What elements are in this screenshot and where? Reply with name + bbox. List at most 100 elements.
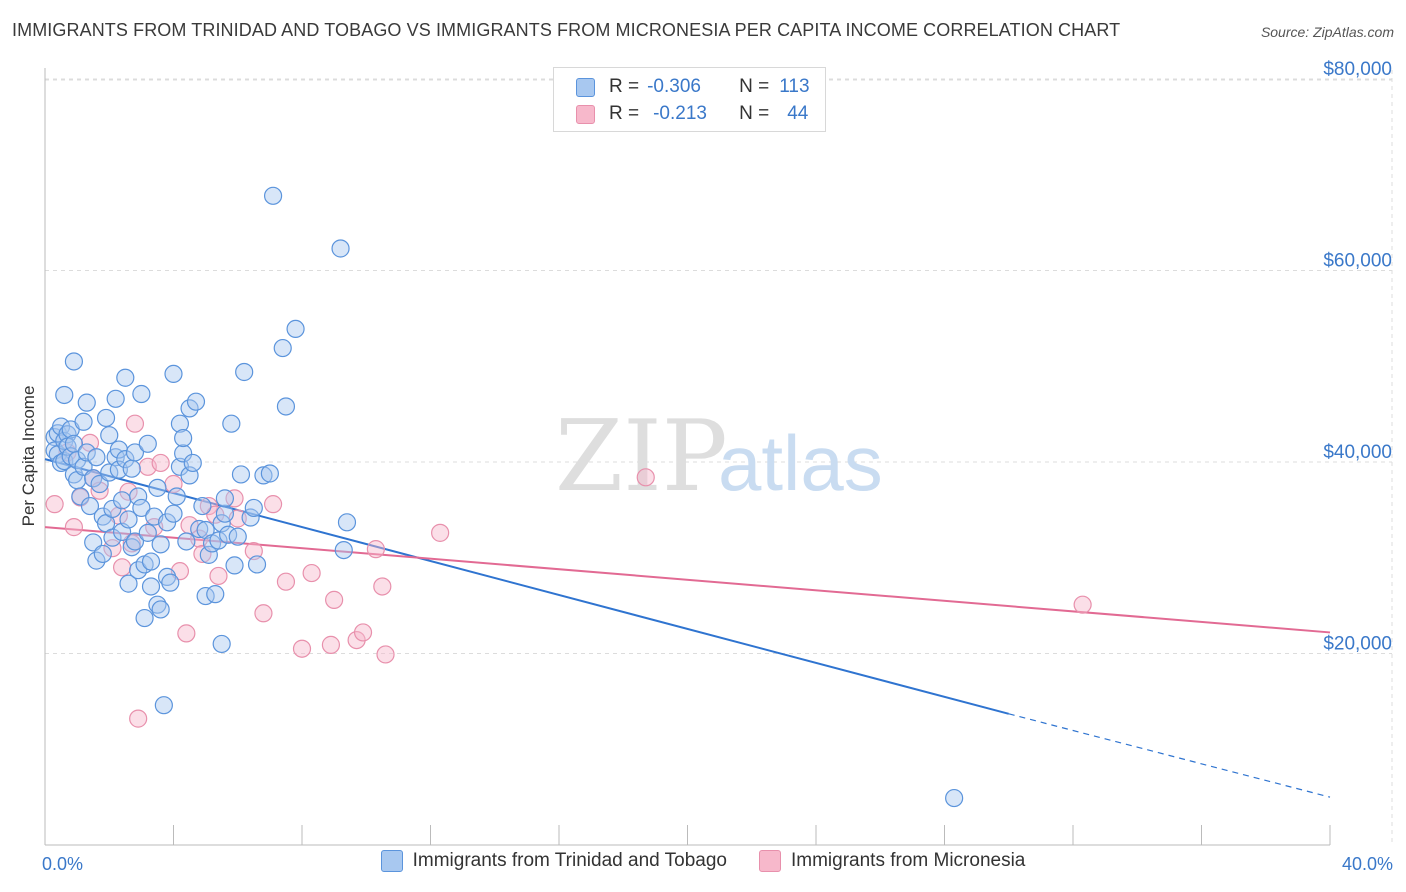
- micronesia-point: [177, 624, 196, 643]
- trinidad-point: [129, 487, 148, 506]
- trinidad-point: [212, 514, 231, 533]
- trinidad-point: [64, 352, 84, 371]
- micronesia-point: [209, 566, 228, 586]
- legend-label-trinidad: Immigrants from Trinidad and Tobago: [412, 850, 727, 871]
- trinidad-point: [331, 239, 350, 258]
- trinidad-point: [337, 513, 357, 532]
- trinidad-point: [215, 489, 234, 508]
- trinidad-point: [164, 364, 183, 384]
- trinidad-point: [119, 510, 138, 529]
- trinidad-point: [55, 385, 74, 405]
- x-tick-label: 0.0%: [42, 854, 83, 874]
- trinidad-point: [100, 426, 119, 445]
- trinidad-point: [74, 412, 93, 431]
- watermark-zip: ZIP: [555, 400, 728, 514]
- trinidad-point: [183, 453, 202, 473]
- trinidad-point: [945, 788, 964, 808]
- trinidad-point: [244, 498, 263, 518]
- trinidad-trend-extension: [1008, 713, 1331, 798]
- trinidad-point: [174, 428, 193, 448]
- micronesia-point: [254, 604, 273, 623]
- trinidad-point: [286, 319, 305, 339]
- trinidad-point: [212, 634, 231, 654]
- trinidad-point: [231, 465, 251, 484]
- trinidad-point: [154, 696, 173, 715]
- trinidad-point: [103, 528, 122, 547]
- micronesia-point: [292, 639, 312, 658]
- legend-n-label: N =: [739, 76, 770, 97]
- legend-row-blue: R = -0.306 N = 113: [576, 73, 810, 101]
- legend-row-pink: R = -0.213 N = 44: [576, 100, 808, 128]
- trinidad-point: [177, 532, 196, 551]
- micronesia-point: [1073, 595, 1092, 614]
- axes: [44, 68, 1331, 846]
- trinidad-point: [263, 186, 283, 205]
- series-legend: Immigrants from Trinidad and Tobago Immi…: [0, 850, 1406, 872]
- trinidad-point: [247, 555, 267, 574]
- trinidad-point: [199, 545, 218, 564]
- y-tick-label: $80,000: [1323, 59, 1392, 80]
- micronesia-point: [125, 414, 145, 433]
- trinidad-point: [222, 414, 241, 433]
- trinidad-point: [125, 532, 145, 551]
- micronesia-point: [366, 540, 385, 559]
- trinidad-point: [151, 600, 170, 619]
- trinidad-point: [122, 459, 141, 478]
- micronesia-point: [225, 489, 244, 508]
- y-tick-label: $20,000: [1323, 634, 1392, 655]
- grid-lines: [45, 70, 1393, 845]
- trinidad-point: [151, 535, 170, 554]
- watermark: ZIP atlas: [555, 400, 883, 514]
- trinidad-point: [122, 538, 141, 557]
- trinidad-point: [106, 389, 125, 408]
- legend-swatch-pink: [758, 850, 781, 872]
- micronesia-point: [636, 468, 655, 487]
- trinidad-point: [77, 443, 96, 462]
- trinidad-point: [209, 531, 228, 550]
- y-axis-title: Per Capita Income: [19, 386, 38, 527]
- micronesia-point: [103, 539, 122, 558]
- trinidad-point: [141, 552, 161, 571]
- legend-r-value: -0.213: [653, 103, 707, 124]
- trinidad-point: [141, 577, 161, 596]
- micronesia-point: [321, 635, 341, 654]
- micronesia-point: [302, 563, 321, 583]
- micronesia-point: [353, 623, 373, 642]
- trinidad-point: [148, 478, 167, 497]
- micronesia-point: [263, 495, 283, 514]
- stats-legend: R = -0.306 N = 113 R = -0.213 N = 44: [553, 67, 826, 132]
- trinidad-point: [334, 540, 353, 560]
- micronesia-point: [45, 495, 64, 514]
- trinidad-point: [164, 504, 183, 523]
- watermark-atlas: atlas: [718, 419, 883, 507]
- legend-n-value: 44: [787, 103, 809, 124]
- x-tick-labels: 0.0% 40.0%: [42, 854, 1393, 874]
- trinidad-point: [228, 527, 247, 546]
- y-tick-labels: $20,000 $40,000 $60,000 $80,000: [1323, 59, 1392, 655]
- micronesia-point: [373, 577, 392, 596]
- trinidad-point: [135, 608, 154, 628]
- trinidad-point: [235, 362, 254, 382]
- trinidad-point: [71, 487, 90, 506]
- trinidad-point: [161, 573, 180, 592]
- legend-swatch-pink: [576, 104, 595, 124]
- legend-n-label: N =: [739, 103, 770, 124]
- trinidad-point: [132, 498, 151, 518]
- trinidad-point: [215, 504, 234, 523]
- micronesia-point: [112, 558, 132, 577]
- trinidad-trend-line: [44, 458, 1010, 715]
- trinidad-point: [116, 450, 135, 469]
- trinidad-point: [96, 408, 116, 428]
- legend-n-value: 113: [779, 76, 810, 97]
- trinidad-point: [109, 460, 128, 479]
- trinidad-point: [273, 338, 292, 358]
- trinidad-point: [138, 523, 157, 542]
- source-label: Source: ZipAtlas.com: [1260, 24, 1394, 40]
- legend-r-label: R =: [609, 103, 640, 124]
- trinidad-point: [112, 491, 132, 510]
- trinidad-point: [77, 393, 96, 412]
- trinidad-point: [68, 450, 87, 470]
- micronesia-point: [64, 518, 84, 537]
- legend-label-micronesia: Immigrants from Micronesia: [790, 850, 1026, 871]
